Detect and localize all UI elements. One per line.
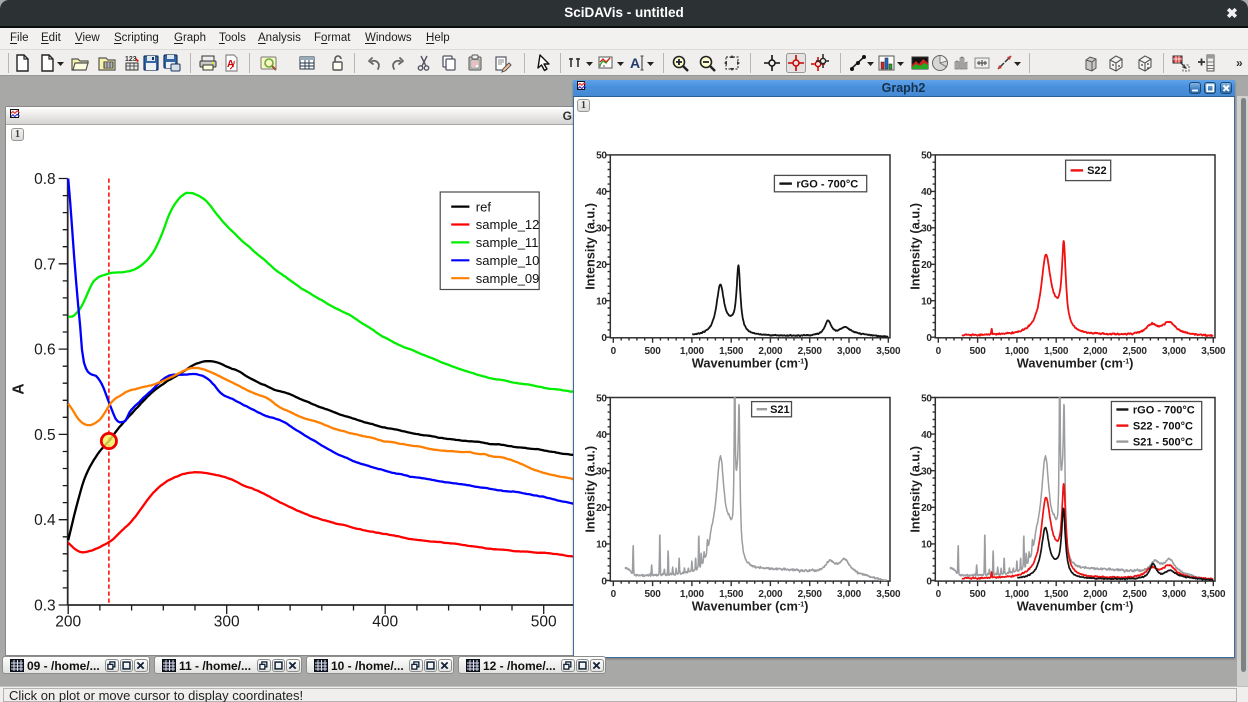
svg-text:sample_11: sample_11 (476, 235, 539, 250)
svg-text:rGO - 700°C: rGO - 700°C (1133, 404, 1195, 416)
svg-text:sample_09: sample_09 (476, 271, 540, 286)
svg-text:0: 0 (936, 346, 942, 357)
svg-text:3,500: 3,500 (876, 346, 901, 357)
svg-text:500: 500 (970, 346, 987, 357)
svg-text:0.6: 0.6 (34, 342, 56, 359)
svg-text:500: 500 (645, 589, 662, 600)
svg-text:Wavenumber (cm-1): Wavenumber (cm-1) (692, 599, 809, 614)
svg-text:200: 200 (55, 614, 81, 631)
svg-text:2,000: 2,000 (1083, 589, 1108, 600)
svg-text:50: 50 (921, 393, 932, 404)
svg-text:30: 30 (596, 467, 607, 478)
svg-text:3,500: 3,500 (1201, 346, 1226, 357)
svg-text:1,500: 1,500 (719, 589, 744, 600)
svg-text:A: A (630, 55, 640, 71)
svg-text:0.7: 0.7 (34, 256, 56, 273)
svg-text:2,500: 2,500 (798, 589, 823, 600)
svg-text:20: 20 (921, 503, 932, 514)
svg-text:1,000: 1,000 (1005, 346, 1030, 357)
svg-text:3,000: 3,000 (837, 346, 862, 357)
svg-text:2,000: 2,000 (758, 346, 783, 357)
svg-text:1,500: 1,500 (719, 346, 744, 357)
svg-text:sample_12: sample_12 (476, 217, 540, 232)
svg-text:400: 400 (372, 614, 398, 631)
svg-text:20: 20 (596, 503, 607, 514)
svg-text:30: 30 (921, 467, 932, 478)
svg-text:40: 40 (596, 187, 607, 198)
svg-text:300: 300 (214, 614, 240, 631)
svg-text:0.4: 0.4 (34, 512, 56, 529)
svg-text:0.5: 0.5 (34, 427, 56, 444)
svg-text:0: 0 (926, 576, 932, 587)
svg-text:2,500: 2,500 (798, 346, 823, 357)
svg-text:10: 10 (596, 540, 607, 551)
svg-text:0: 0 (601, 333, 607, 344)
svg-text:123: 123 (125, 56, 137, 63)
svg-text:Wavenumber (cm-1): Wavenumber (cm-1) (692, 355, 809, 370)
svg-text:Wavenumber (cm-1): Wavenumber (cm-1) (1017, 355, 1134, 370)
svg-text:50: 50 (596, 151, 607, 162)
svg-text:30: 30 (596, 224, 607, 235)
svg-text:0: 0 (601, 576, 607, 587)
svg-text:1,000: 1,000 (1005, 589, 1030, 600)
svg-text:1,000: 1,000 (680, 589, 705, 600)
svg-text:0: 0 (611, 346, 617, 357)
svg-text:Wavenumber (cm-1): Wavenumber (cm-1) (1017, 599, 1134, 614)
svg-text:2,500: 2,500 (1123, 589, 1148, 600)
svg-text:0: 0 (936, 589, 942, 600)
svg-text:20: 20 (596, 260, 607, 271)
svg-text:3,000: 3,000 (1162, 346, 1187, 357)
svg-text:500: 500 (531, 614, 557, 631)
svg-text:50: 50 (921, 151, 932, 162)
svg-text:sample_10: sample_10 (476, 253, 540, 268)
svg-text:»: » (1236, 56, 1243, 70)
svg-text:ref: ref (476, 199, 492, 214)
svg-text:20: 20 (921, 260, 932, 271)
svg-text:2,000: 2,000 (1083, 346, 1108, 357)
svg-text:Intensity (a.u.): Intensity (a.u.) (582, 203, 597, 290)
svg-text:3,000: 3,000 (837, 589, 862, 600)
svg-text:1,500: 1,500 (1044, 346, 1069, 357)
svg-text:10: 10 (921, 540, 932, 551)
svg-text:2,000: 2,000 (758, 589, 783, 600)
svg-text:Intensity (a.u.): Intensity (a.u.) (582, 446, 597, 533)
svg-text:A: A (227, 59, 234, 70)
svg-text:30: 30 (921, 224, 932, 235)
svg-text:S21 - 500°C: S21 - 500°C (1133, 436, 1193, 448)
svg-text:A: A (11, 383, 28, 394)
svg-text:500: 500 (645, 346, 662, 357)
svg-text:3,500: 3,500 (1201, 589, 1226, 600)
svg-text:40: 40 (921, 187, 932, 198)
svg-text:0.3: 0.3 (34, 598, 56, 615)
svg-text:rGO - 700°C: rGO - 700°C (796, 178, 858, 190)
svg-text:500: 500 (970, 589, 987, 600)
svg-text:2,500: 2,500 (1123, 346, 1148, 357)
svg-text:Intensity (a.u.): Intensity (a.u.) (907, 203, 922, 290)
svg-text:0.8: 0.8 (34, 171, 56, 188)
svg-text:0: 0 (926, 333, 932, 344)
svg-text:S21: S21 (770, 404, 790, 416)
svg-text:Intensity (a.u.): Intensity (a.u.) (907, 446, 922, 533)
svg-text:40: 40 (596, 430, 607, 441)
svg-text:S22: S22 (1087, 165, 1107, 177)
svg-text:3,500: 3,500 (876, 589, 901, 600)
svg-text:10: 10 (921, 297, 932, 308)
svg-text:S22 - 700°C: S22 - 700°C (1133, 420, 1193, 432)
svg-text:1,500: 1,500 (1044, 589, 1069, 600)
svg-text:3,000: 3,000 (1162, 589, 1187, 600)
svg-text:1,000: 1,000 (680, 346, 705, 357)
svg-text:50: 50 (596, 393, 607, 404)
svg-text:40: 40 (921, 430, 932, 441)
svg-text:10: 10 (596, 297, 607, 308)
svg-text:0: 0 (611, 589, 617, 600)
